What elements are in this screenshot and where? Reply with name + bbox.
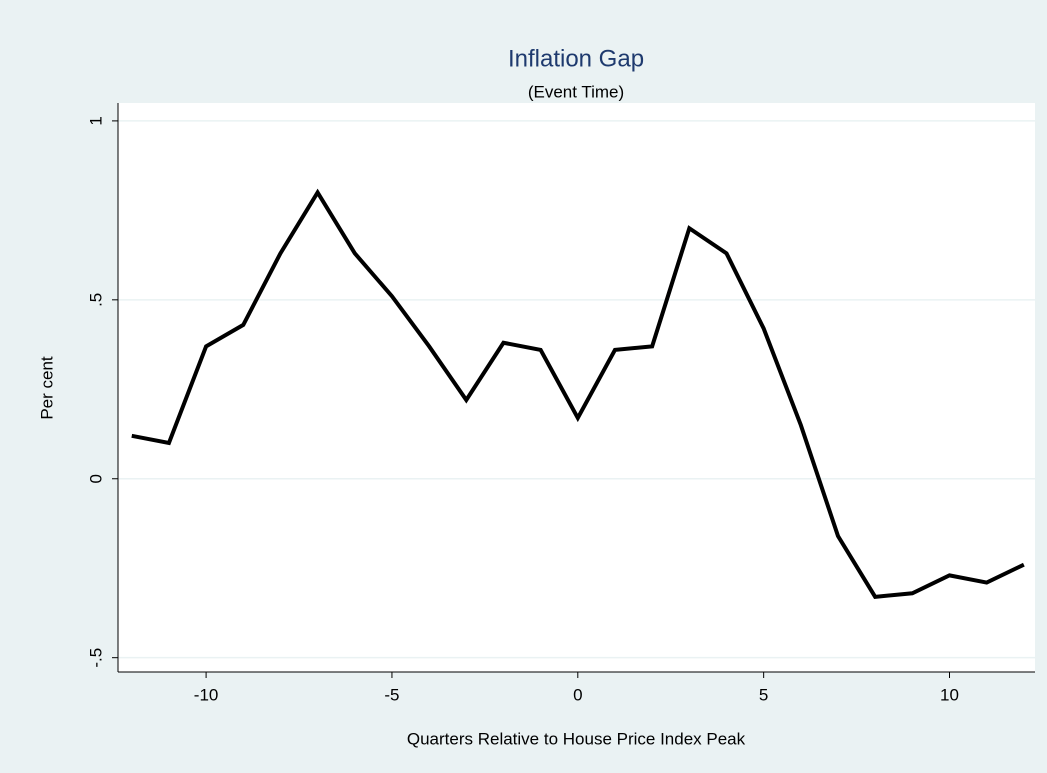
x-tick-label: 0 bbox=[573, 685, 582, 704]
y-tick-label: 1 bbox=[86, 116, 105, 125]
y-tick-label: .5 bbox=[86, 293, 105, 307]
y-axis-label: Per cent bbox=[37, 356, 56, 420]
y-tick-label: 0 bbox=[86, 474, 105, 483]
x-tick-label: 5 bbox=[759, 685, 768, 704]
x-tick-label: -5 bbox=[384, 685, 399, 704]
x-tick-label: -10 bbox=[194, 685, 219, 704]
x-tick-label: 10 bbox=[940, 685, 959, 704]
y-tick-label: -.5 bbox=[86, 648, 105, 668]
data-line bbox=[131, 188, 1025, 599]
chart-title: Inflation Gap bbox=[508, 45, 644, 72]
plot-area bbox=[118, 103, 1035, 672]
x-axis-label: Quarters Relative to House Price Index P… bbox=[407, 729, 746, 748]
chart-subtitle: (Event Time) bbox=[528, 82, 624, 101]
